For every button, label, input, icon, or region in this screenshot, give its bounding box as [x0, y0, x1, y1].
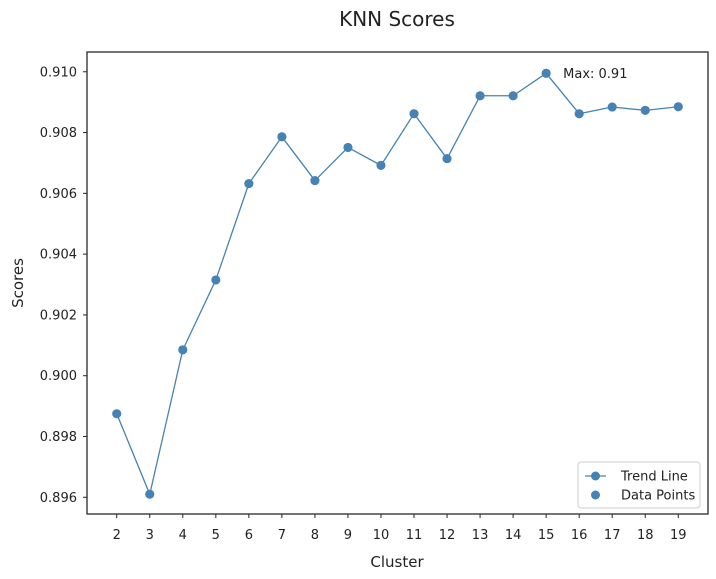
data-points-point: [277, 132, 287, 142]
x-tick-label: 9: [344, 528, 352, 543]
data-points-point: [145, 489, 155, 499]
y-tick-label: 0.898: [40, 430, 77, 445]
y-tick-label: 0.908: [40, 126, 77, 141]
data-points-point: [376, 160, 386, 170]
x-tick-label: 18: [637, 528, 654, 543]
x-tick-label: 15: [538, 528, 555, 543]
data-points-point: [607, 102, 617, 112]
data-points-point: [442, 154, 452, 164]
data-points-point: [673, 102, 683, 112]
x-tick-label: 17: [604, 528, 621, 543]
x-tick-label: 19: [670, 528, 687, 543]
data-points-point: [574, 109, 584, 119]
series-layer: [112, 68, 683, 499]
y-tick-labels: 0.896 0.898 0.900 0.902 0.904 0.906 0.908 0.910: [40, 65, 87, 506]
x-tick-labels: 2 3 4 5 6 7 8 9 10 11 12 13 14 15 16 17 18 19: [113, 514, 687, 543]
x-tick-label: 4: [179, 528, 187, 543]
plot-frame: [86, 51, 709, 515]
legend-trend-line-marker: [591, 471, 600, 481]
y-tick-label: 0.910: [40, 65, 77, 80]
x-tick-label: 8: [311, 528, 319, 543]
max-annotation: Max: 0.91: [563, 67, 627, 82]
data-points-point: [508, 91, 518, 101]
x-tick-label: 10: [373, 528, 390, 543]
data-points-point: [310, 176, 320, 186]
legend-trend-line-label: Trend Line: [620, 470, 688, 485]
legend-data-points-marker: [591, 490, 600, 500]
y-tick-label: 0.902: [40, 308, 77, 323]
y-tick-label: 0.896: [40, 491, 77, 506]
x-tick-label: 6: [245, 528, 253, 543]
data-points-point: [541, 68, 551, 78]
y-axis-title: Scores: [9, 258, 27, 308]
data-points-point: [475, 91, 485, 101]
x-tick-label: 7: [278, 528, 286, 543]
x-tick-label: 14: [505, 528, 522, 543]
x-tick-label: 2: [113, 528, 121, 543]
x-tick-label: 5: [212, 528, 220, 543]
trend-line-path: [116, 72, 679, 495]
x-tick-label: 12: [439, 528, 456, 543]
x-tick-label: 3: [146, 528, 154, 543]
y-tick-label: 0.904: [40, 248, 77, 263]
data-points-point: [409, 109, 419, 119]
y-tick-label: 0.906: [40, 187, 77, 202]
data-points-point: [640, 105, 650, 115]
x-tick-label: 11: [406, 528, 423, 543]
legend: Trend Line Data Points: [577, 461, 701, 509]
x-tick-label: 16: [571, 528, 588, 543]
annotation-layer: Max: 0.91: [563, 67, 627, 82]
legend-data-points-label: Data Points: [621, 489, 695, 504]
data-points-point: [178, 345, 188, 355]
x-tick-label: 13: [472, 528, 489, 543]
data-points-point: [343, 142, 353, 152]
legend-box: [577, 461, 701, 509]
data-points-point: [211, 275, 221, 285]
chart-title: KNN Scores: [339, 7, 455, 31]
data-points-point: [244, 179, 254, 189]
x-axis-title: Cluster: [370, 553, 424, 571]
data-points-point: [112, 409, 122, 419]
y-tick-label: 0.900: [40, 369, 77, 384]
